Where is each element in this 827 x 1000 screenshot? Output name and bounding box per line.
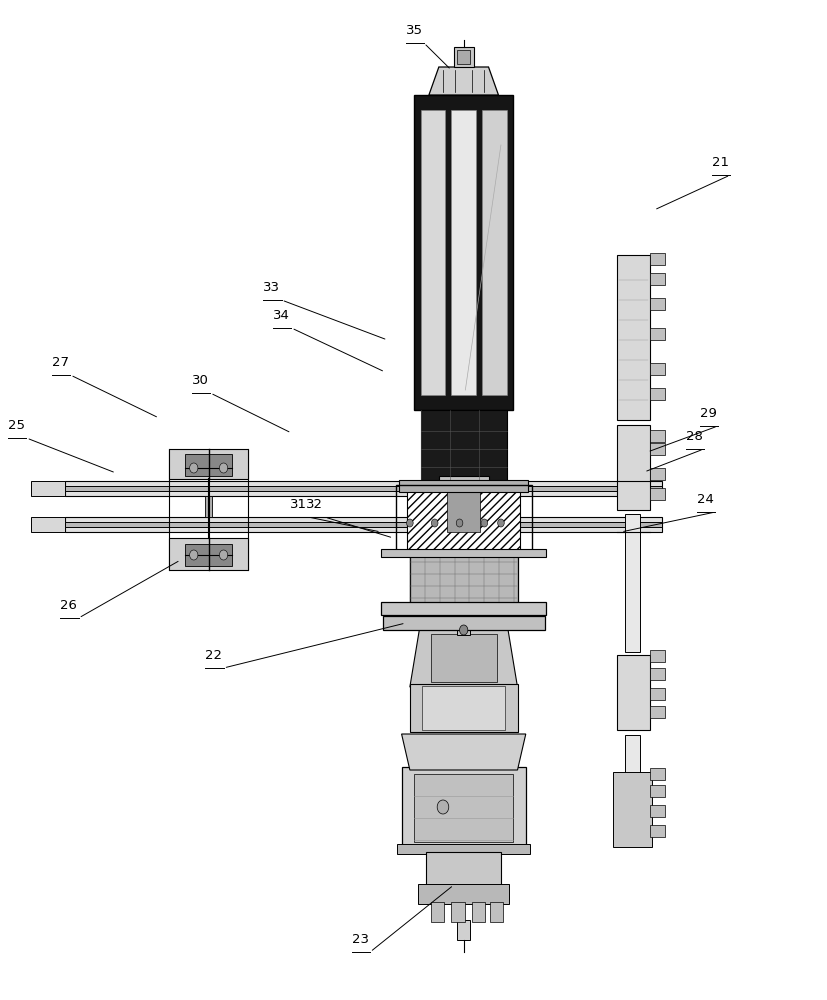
Circle shape xyxy=(219,550,227,560)
Bar xyxy=(169,538,248,570)
Text: 21: 21 xyxy=(711,156,729,169)
Bar xyxy=(185,454,232,476)
Bar xyxy=(430,634,496,682)
Bar xyxy=(65,481,662,496)
Bar xyxy=(65,522,662,527)
Text: 24: 24 xyxy=(696,493,713,506)
Bar xyxy=(414,774,513,842)
Text: 35: 35 xyxy=(405,24,423,37)
Polygon shape xyxy=(409,622,517,687)
Text: 23: 23 xyxy=(351,933,369,946)
Bar xyxy=(438,476,488,537)
Text: 27: 27 xyxy=(52,356,69,369)
Bar xyxy=(649,688,664,700)
Bar xyxy=(624,514,639,652)
Circle shape xyxy=(480,519,487,527)
Text: 25: 25 xyxy=(8,419,26,432)
Bar xyxy=(414,95,513,410)
Circle shape xyxy=(406,519,413,527)
Bar xyxy=(457,920,470,940)
Bar xyxy=(616,425,649,510)
Bar xyxy=(382,616,544,630)
Bar xyxy=(649,768,664,780)
Bar xyxy=(420,410,506,485)
Bar xyxy=(457,613,470,635)
Bar xyxy=(624,735,639,835)
Bar xyxy=(649,328,664,340)
Bar xyxy=(409,684,517,732)
Bar xyxy=(426,852,500,887)
Bar xyxy=(380,549,546,557)
Bar xyxy=(31,517,65,532)
Bar xyxy=(169,449,248,479)
Bar xyxy=(481,110,506,395)
Bar xyxy=(649,298,664,310)
Bar xyxy=(65,517,662,532)
Bar xyxy=(399,480,528,492)
Bar xyxy=(31,481,65,496)
Bar xyxy=(649,363,664,375)
Polygon shape xyxy=(401,734,525,770)
Bar xyxy=(616,255,649,420)
Bar xyxy=(649,805,664,817)
Bar xyxy=(649,273,664,285)
Text: 32: 32 xyxy=(306,498,323,511)
Bar xyxy=(616,655,649,730)
Bar xyxy=(453,47,473,67)
Bar xyxy=(649,668,664,680)
Circle shape xyxy=(437,800,448,814)
Circle shape xyxy=(456,519,462,527)
Text: 28: 28 xyxy=(685,430,701,443)
Circle shape xyxy=(189,550,198,560)
Bar xyxy=(649,785,664,797)
Bar xyxy=(65,486,662,491)
Bar xyxy=(430,902,443,922)
Text: 22: 22 xyxy=(205,649,222,662)
Bar xyxy=(649,825,664,837)
Circle shape xyxy=(189,463,198,473)
Bar xyxy=(395,485,531,555)
Text: 29: 29 xyxy=(699,407,715,420)
Bar xyxy=(418,884,509,904)
Polygon shape xyxy=(428,67,498,95)
Bar xyxy=(457,50,470,64)
Bar xyxy=(649,443,664,455)
Text: 31: 31 xyxy=(289,498,307,511)
Bar xyxy=(649,488,664,500)
Bar xyxy=(185,544,232,566)
Bar xyxy=(422,686,504,730)
Bar xyxy=(451,110,476,395)
Text: 30: 30 xyxy=(192,374,208,387)
Bar xyxy=(649,650,664,662)
Bar xyxy=(447,481,480,532)
Text: 26: 26 xyxy=(60,599,77,612)
Bar xyxy=(471,902,485,922)
Bar xyxy=(649,468,664,480)
Circle shape xyxy=(497,519,504,527)
Bar xyxy=(451,902,464,922)
Bar xyxy=(455,615,471,622)
Bar xyxy=(380,602,546,615)
Bar xyxy=(401,767,525,847)
Bar xyxy=(397,844,529,854)
Bar xyxy=(490,902,503,922)
Bar xyxy=(420,110,445,395)
Bar xyxy=(205,496,212,517)
Bar xyxy=(649,253,664,265)
Bar xyxy=(612,772,652,847)
Bar xyxy=(649,430,664,442)
Bar xyxy=(407,490,519,550)
Circle shape xyxy=(459,625,467,635)
Bar xyxy=(649,388,664,400)
Bar xyxy=(409,552,517,610)
Text: 33: 33 xyxy=(263,281,280,294)
Circle shape xyxy=(431,519,437,527)
Circle shape xyxy=(219,463,227,473)
Text: 34: 34 xyxy=(273,309,289,322)
Bar xyxy=(649,706,664,718)
